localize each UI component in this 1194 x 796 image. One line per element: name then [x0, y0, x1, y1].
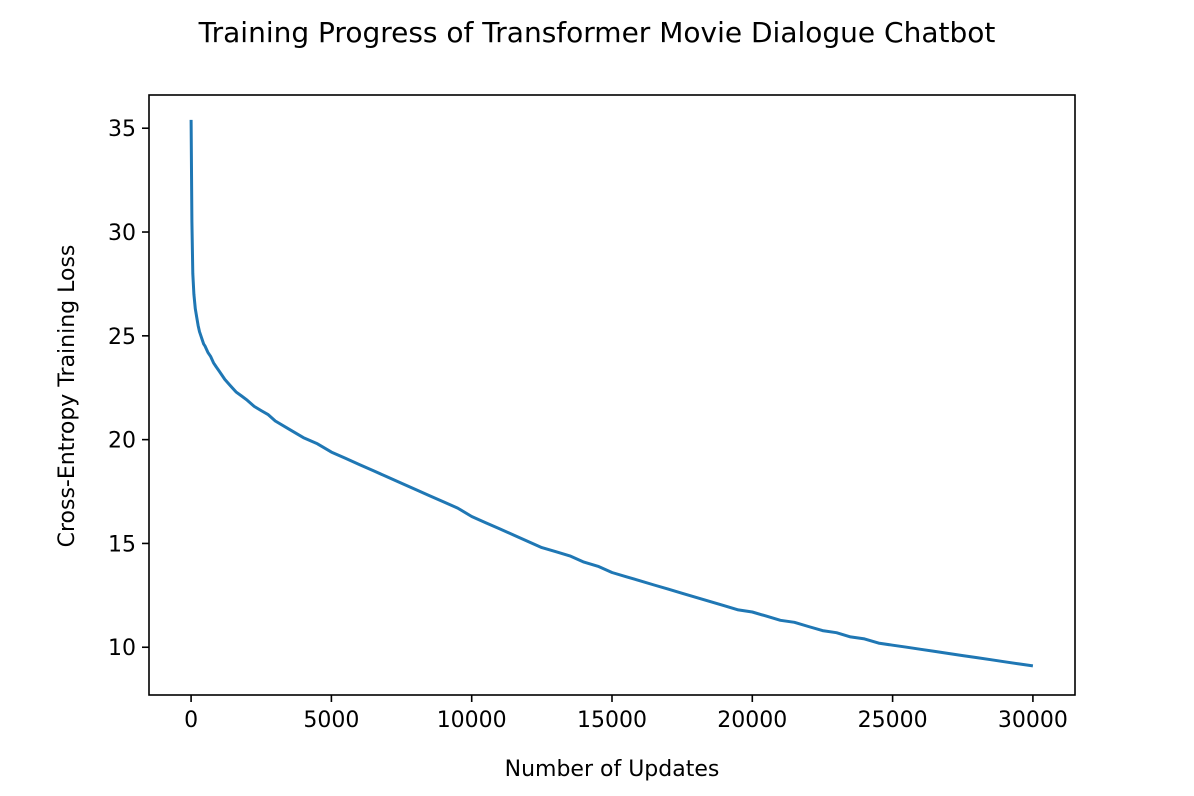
series-line-0 [189, 119, 1034, 668]
x-tick-label: 10000 [437, 708, 507, 733]
y-tick-label: 25 [108, 325, 136, 350]
x-tick-label: 0 [184, 708, 198, 733]
plot-frame [148, 94, 1076, 696]
y-tick-label: 10 [108, 636, 136, 661]
x-tick-label: 15000 [577, 708, 647, 733]
y-tick-label: 30 [108, 221, 136, 246]
y-axis: 10 15 20 25 30 35 [108, 117, 149, 661]
x-tick-label: 30000 [998, 708, 1068, 733]
plot-area [189, 119, 1034, 668]
y-tick-label: 20 [108, 429, 136, 454]
x-axis-label: Number of Updates [505, 757, 720, 782]
x-tick-label: 5000 [303, 708, 359, 733]
x-tick-label: 25000 [858, 708, 928, 733]
y-tick-label: 35 [108, 117, 136, 142]
x-tick-label: 20000 [717, 708, 787, 733]
y-tick-label: 15 [108, 532, 136, 557]
chart-title: Training Progress of Transformer Movie D… [198, 16, 996, 49]
y-axis-label: Cross-Entropy Training Loss [55, 245, 80, 548]
x-axis: 0 5000 10000 15000 20000 25000 30000 [184, 695, 1068, 733]
